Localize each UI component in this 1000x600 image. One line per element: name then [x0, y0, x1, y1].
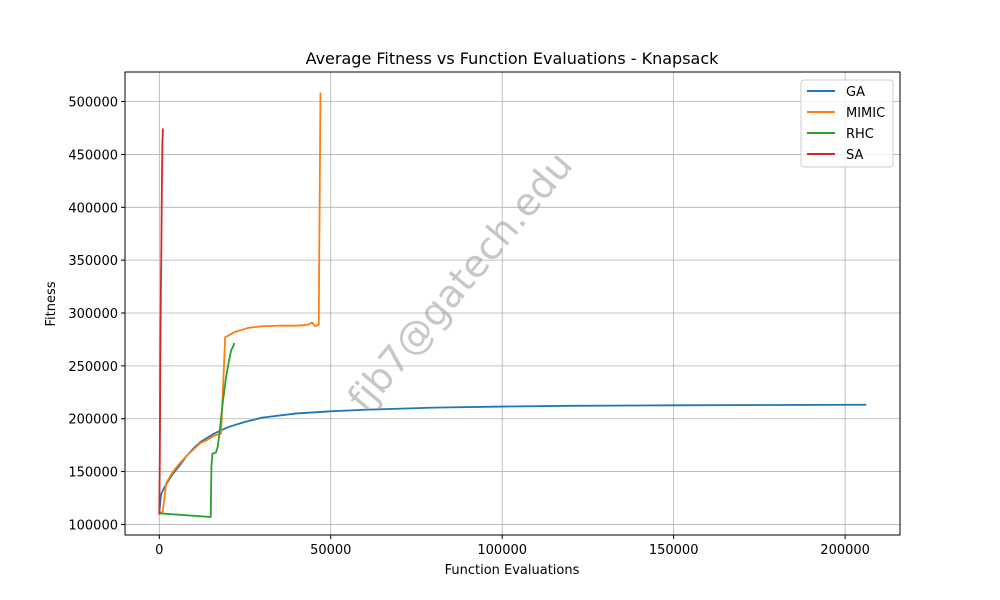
- x-axis-title: Function Evaluations: [445, 563, 580, 578]
- y-tick-label: 150000: [68, 466, 118, 481]
- y-tick-label: 350000: [68, 254, 118, 269]
- x-tick-label: 150000: [649, 543, 699, 558]
- legend-label-rhc: RHC: [846, 127, 874, 142]
- legend-label-mimic: MIMIC: [846, 106, 885, 121]
- x-tick-label: 0: [155, 543, 163, 558]
- series-line-mimic: [158, 92, 322, 514]
- legend: GA MIMIC RHC SA: [800, 79, 894, 168]
- legend-box: [800, 79, 894, 168]
- y-tick-label: 450000: [68, 148, 118, 163]
- y-tick-label: 500000: [68, 96, 118, 111]
- y-tick-label: 100000: [68, 518, 118, 533]
- series-line-rhc: [158, 342, 235, 518]
- series-lines: [158, 92, 867, 518]
- y-tick-label: 300000: [68, 307, 118, 322]
- axis-ticks: 0 50000 100000 150000 200000 100000 150000 2000…: [68, 96, 870, 558]
- legend-label-sa: SA: [846, 148, 863, 163]
- chart-title: Average Fitness vs Function Evaluations …: [306, 49, 720, 68]
- legend-label-ga: GA: [846, 85, 865, 100]
- x-tick-label: 200000: [820, 543, 870, 558]
- y-tick-label: 200000: [68, 413, 118, 428]
- plot-frame: [124, 71, 901, 536]
- x-tick-label: 50000: [310, 543, 351, 558]
- y-tick-label: 250000: [68, 360, 118, 375]
- y-tick-label: 400000: [68, 201, 118, 216]
- series-line-sa: [158, 128, 164, 515]
- x-tick-label: 100000: [477, 543, 527, 558]
- y-axis-title: Fitness: [44, 281, 59, 326]
